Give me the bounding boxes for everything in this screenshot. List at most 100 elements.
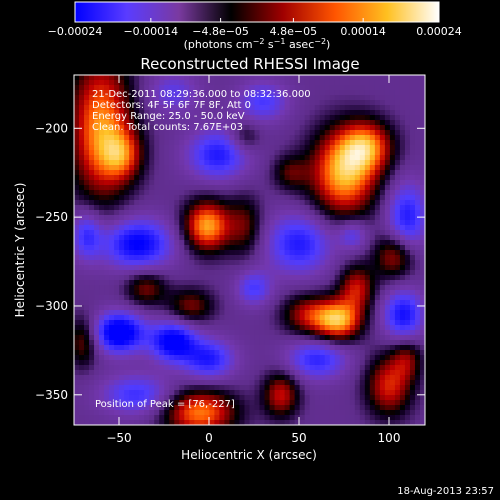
heatmap-cell bbox=[129, 380, 135, 386]
heatmap-cell bbox=[329, 335, 336, 341]
heatmap-cell bbox=[319, 350, 326, 356]
heatmap-cell bbox=[294, 140, 301, 146]
heatmap-cell bbox=[134, 290, 140, 296]
heatmap-cell bbox=[404, 90, 411, 96]
heatmap-cell bbox=[314, 95, 321, 101]
heatmap-cell bbox=[134, 195, 140, 201]
heatmap-cell bbox=[299, 185, 306, 191]
heatmap-cell bbox=[369, 210, 376, 216]
heatmap-cell bbox=[214, 375, 221, 381]
heatmap-cell bbox=[374, 245, 381, 251]
heatmap-cell bbox=[384, 400, 391, 406]
heatmap-cell bbox=[174, 130, 180, 136]
heatmap-cell bbox=[119, 390, 125, 396]
heatmap-cell bbox=[99, 115, 105, 121]
heatmap-cell bbox=[129, 240, 135, 246]
heatmap-cell bbox=[264, 195, 271, 201]
heatmap-cell bbox=[209, 405, 215, 411]
heatmap-cell bbox=[309, 85, 316, 91]
heatmap-cell bbox=[189, 305, 195, 311]
heatmap-cell bbox=[344, 145, 351, 151]
heatmap-cell bbox=[174, 285, 180, 291]
heatmap-cell bbox=[74, 200, 80, 206]
heatmap-cell bbox=[229, 385, 236, 391]
heatmap-cell bbox=[229, 285, 236, 291]
heatmap-cell bbox=[129, 415, 135, 421]
heatmap-cell bbox=[204, 360, 210, 366]
heatmap-cell bbox=[389, 200, 396, 206]
heatmap-cell bbox=[89, 340, 95, 346]
heatmap-cell bbox=[104, 210, 110, 216]
heatmap-cell bbox=[114, 315, 120, 321]
heatmap-cell bbox=[209, 160, 215, 166]
heatmap-cell bbox=[159, 255, 165, 261]
heatmap-cell bbox=[74, 195, 80, 201]
heatmap-cell bbox=[214, 260, 221, 266]
heatmap-cell bbox=[264, 420, 271, 425]
heatmap-cell bbox=[279, 280, 286, 286]
heatmap-cell bbox=[149, 335, 155, 341]
heatmap-cell bbox=[299, 260, 306, 266]
heatmap-cell bbox=[294, 180, 301, 186]
heatmap-cell bbox=[169, 150, 175, 156]
annotation-energy: Energy Range: 25.0 - 50.0 keV bbox=[92, 111, 245, 122]
heatmap-cell bbox=[174, 405, 180, 411]
heatmap-cell bbox=[274, 390, 281, 396]
heatmap-cell bbox=[344, 395, 351, 401]
heatmap-cell bbox=[264, 400, 271, 406]
heatmap-cell bbox=[414, 170, 421, 176]
heatmap-cell bbox=[284, 390, 291, 396]
heatmap-cell bbox=[309, 225, 316, 231]
heatmap-cell bbox=[109, 225, 115, 231]
heatmap-cell bbox=[154, 280, 160, 286]
heatmap-cell bbox=[419, 275, 425, 281]
heatmap-cell bbox=[369, 125, 376, 131]
heatmap-cell bbox=[369, 100, 376, 106]
heatmap-cell bbox=[329, 240, 336, 246]
heatmap-cell bbox=[304, 135, 311, 141]
heatmap-cell bbox=[264, 315, 271, 321]
heatmap-cell bbox=[419, 185, 425, 191]
heatmap-cell bbox=[104, 195, 110, 201]
heatmap-cell bbox=[204, 80, 210, 86]
heatmap-cell bbox=[384, 280, 391, 286]
heatmap-cell bbox=[249, 100, 256, 106]
heatmap-cell bbox=[284, 155, 291, 161]
heatmap-cell bbox=[124, 185, 130, 191]
heatmap-cell bbox=[419, 220, 425, 226]
heatmap-cell bbox=[419, 180, 425, 186]
heatmap-cell bbox=[309, 205, 316, 211]
heatmap-cell bbox=[139, 390, 145, 396]
heatmap-cell bbox=[324, 125, 331, 131]
colorbar-tick-label: 0.00014 bbox=[340, 25, 386, 38]
heatmap-cell bbox=[134, 320, 140, 326]
heatmap-cell bbox=[194, 185, 200, 191]
heatmap-cell bbox=[114, 380, 120, 386]
heatmap-cell bbox=[124, 240, 130, 246]
heatmap-cell bbox=[229, 175, 236, 181]
heatmap-cell bbox=[269, 335, 276, 341]
heatmap-cell bbox=[174, 185, 180, 191]
heatmap-cell bbox=[239, 75, 246, 81]
heatmap-cell bbox=[249, 340, 256, 346]
heatmap-cell bbox=[104, 250, 110, 256]
heatmap-cell bbox=[189, 110, 195, 116]
heatmap-cell bbox=[299, 95, 306, 101]
heatmap-cell bbox=[374, 160, 381, 166]
heatmap-cell bbox=[359, 85, 366, 91]
heatmap-cell bbox=[334, 85, 341, 91]
heatmap-cell bbox=[259, 265, 266, 271]
heatmap-cell bbox=[274, 105, 281, 111]
heatmap-cell bbox=[174, 215, 180, 221]
heatmap-cell bbox=[199, 350, 205, 356]
heatmap-cell bbox=[209, 305, 215, 311]
heatmap-cell bbox=[239, 230, 246, 236]
heatmap-cell bbox=[199, 355, 205, 361]
heatmap-cell bbox=[349, 225, 356, 231]
heatmap-cell bbox=[384, 390, 391, 396]
heatmap-cell bbox=[169, 185, 175, 191]
heatmap-cell bbox=[124, 170, 130, 176]
heatmap-cell bbox=[319, 390, 326, 396]
heatmap-cell bbox=[179, 115, 185, 121]
heatmap-cell bbox=[99, 325, 105, 331]
